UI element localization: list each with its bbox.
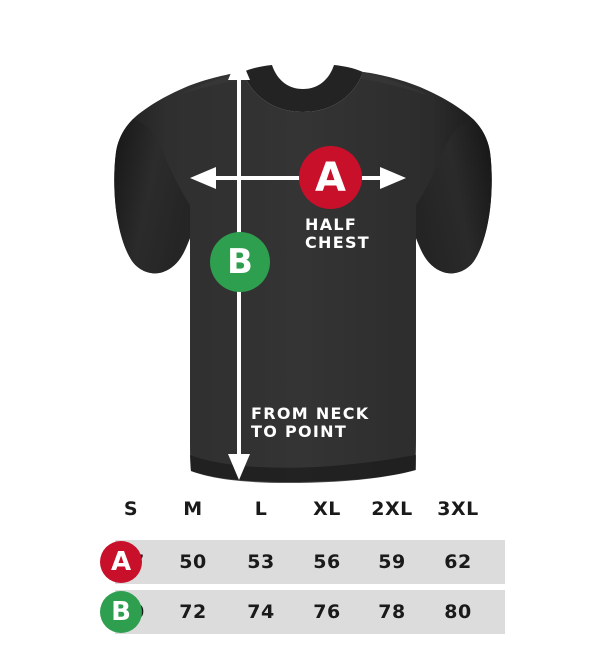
size-header-xl: XL xyxy=(313,498,341,520)
size-header-2xl: 2XL xyxy=(371,498,413,520)
cell-a-2xl: 59 xyxy=(378,551,406,573)
cell-b-3xl: 80 xyxy=(444,601,472,623)
label-half-chest: HALF CHEST xyxy=(305,215,370,252)
cell-a-m: 50 xyxy=(179,551,207,573)
horizontal-measure-arrow xyxy=(190,167,406,189)
size-header-m: M xyxy=(183,498,203,520)
cell-b-l: 74 xyxy=(247,601,275,623)
size-table-header: S M L XL 2XL 3XL xyxy=(100,498,505,530)
cell-a-3xl: 62 xyxy=(444,551,472,573)
table-row: 47 50 53 56 59 62 xyxy=(115,540,505,584)
cell-a-l: 53 xyxy=(247,551,275,573)
shirt-badge-b: B xyxy=(210,232,270,292)
table-row-badge-a: A xyxy=(100,541,142,583)
cell-b-2xl: 78 xyxy=(378,601,406,623)
table-row: 70 72 74 76 78 80 xyxy=(115,590,505,634)
label-from-neck-to-point: FROM NECK TO POINT xyxy=(251,404,370,441)
size-header-3xl: 3XL xyxy=(437,498,479,520)
size-header-l: L xyxy=(254,498,268,520)
size-table: S M L XL 2XL 3XL 47 50 53 56 59 62 70 72… xyxy=(0,492,605,662)
cell-b-m: 72 xyxy=(179,601,207,623)
table-row-badge-b: B xyxy=(100,591,142,633)
tshirt-illustration: A B HALF CHEST FROM NECK TO POINT xyxy=(114,65,492,483)
cell-a-xl: 56 xyxy=(313,551,341,573)
cell-b-xl: 76 xyxy=(313,601,341,623)
shirt-badge-a: A xyxy=(299,146,362,209)
size-header-s: S xyxy=(123,498,139,520)
